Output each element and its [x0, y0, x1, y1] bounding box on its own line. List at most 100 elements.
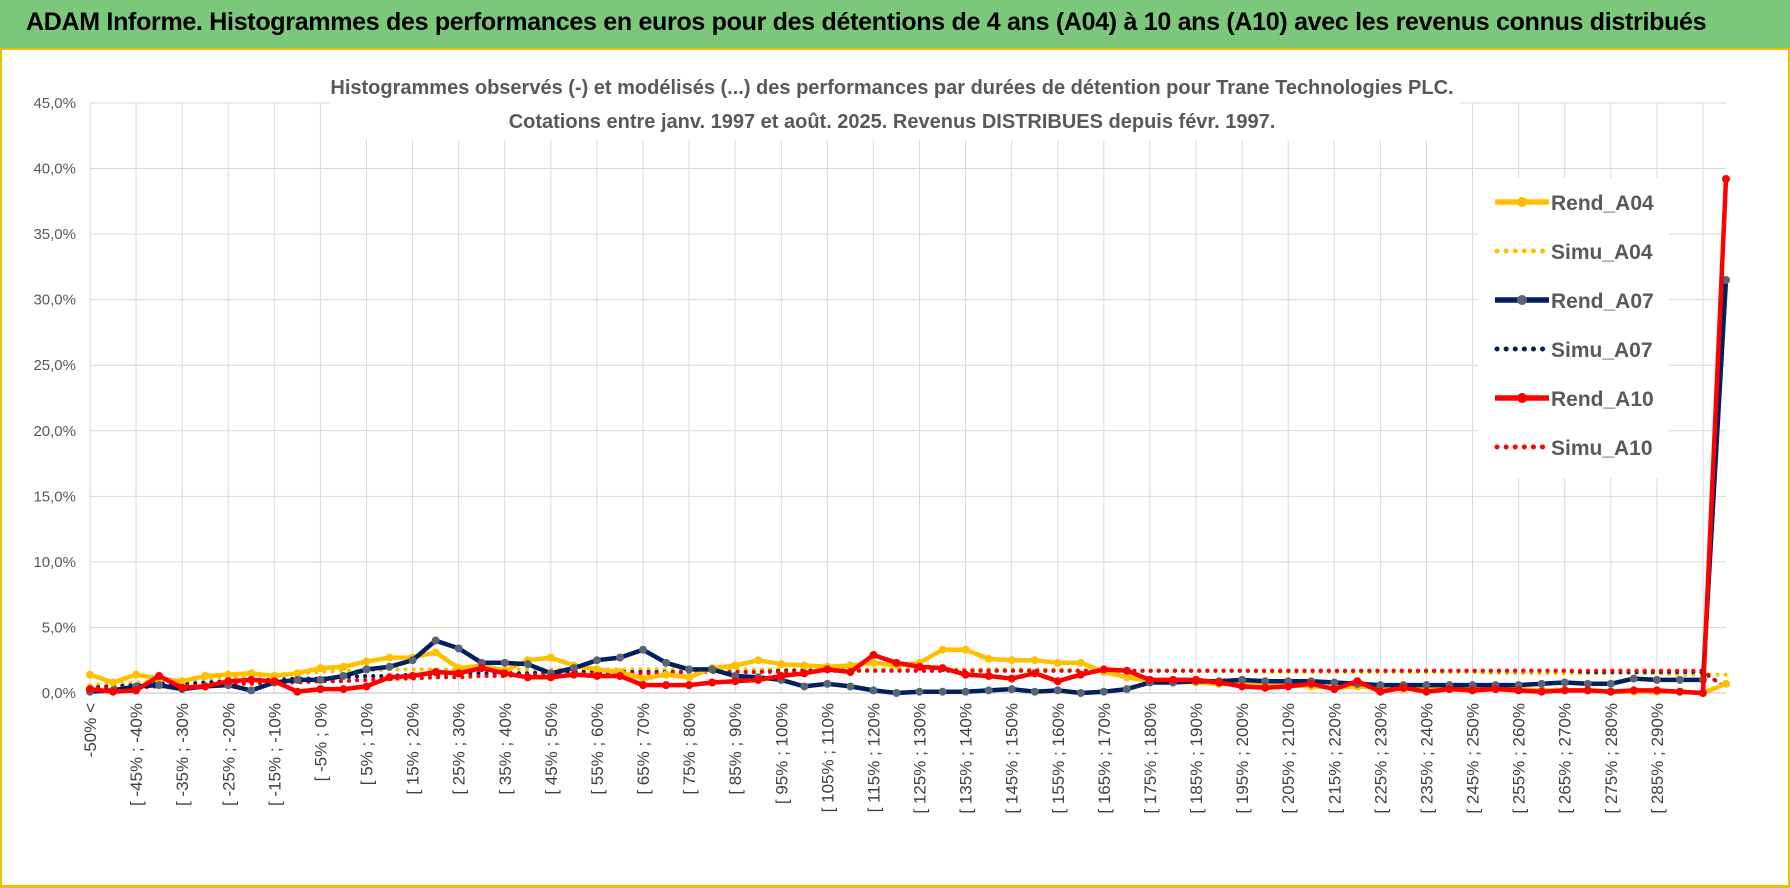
- data-point: [639, 681, 648, 690]
- data-point: [1422, 687, 1431, 696]
- data-point: [731, 661, 740, 670]
- data-point: [247, 669, 256, 678]
- data-point: [1076, 670, 1085, 679]
- data-point: [1030, 687, 1039, 696]
- data-point: [800, 661, 809, 670]
- data-point: [201, 671, 210, 680]
- data-point: [1238, 675, 1247, 684]
- data-point: [1698, 689, 1707, 697]
- data-point: [1122, 666, 1131, 675]
- data-point: [1076, 658, 1085, 667]
- data-point: [1330, 685, 1339, 694]
- y-tick-label: 35,0%: [33, 226, 76, 243]
- x-tick-label: [ 145% ; 150%: [1003, 703, 1022, 814]
- data-point: [777, 660, 786, 669]
- data-point: [362, 682, 371, 691]
- x-tick-label: [ 285% ; 290%: [1648, 703, 1667, 814]
- x-tick-label: [ 75% ; 80%: [680, 703, 699, 795]
- data-point: [592, 665, 601, 674]
- chart-frame: [0, 50, 1790, 888]
- data-point: [247, 675, 256, 684]
- data-point: [385, 653, 394, 662]
- series-rend-a10: [86, 175, 1730, 697]
- data-point: [500, 658, 509, 667]
- legend-item: Rend_A10: [1495, 388, 1654, 411]
- data-point: [1284, 682, 1293, 691]
- data-point: [1307, 679, 1316, 688]
- data-point: [385, 662, 394, 671]
- data-point: [339, 662, 348, 671]
- x-tick-label: [ 215% ; 220%: [1325, 703, 1344, 814]
- x-tick-label: [ 15% ; 20%: [404, 703, 423, 795]
- data-point: [1007, 656, 1016, 665]
- legend-item: Rend_A04: [1495, 192, 1654, 215]
- data-point: [1215, 678, 1224, 687]
- data-point: [523, 660, 532, 669]
- data-point: [385, 673, 394, 682]
- x-tick-label: [ 165% ; 170%: [1095, 703, 1114, 814]
- data-point: [984, 686, 993, 695]
- data-point: [846, 668, 855, 677]
- x-tick-label: [ -45% ; -40%: [127, 703, 146, 806]
- y-tick-label: 0,0%: [42, 685, 76, 702]
- legend-item: Rend_A07: [1495, 290, 1654, 313]
- data-point: [1560, 686, 1569, 695]
- y-tick-label: 20,0%: [33, 423, 76, 440]
- data-point: [1076, 689, 1085, 697]
- y-tick-label: 40,0%: [33, 161, 76, 178]
- data-point: [1053, 658, 1062, 667]
- data-point: [662, 658, 671, 667]
- data-point: [1606, 679, 1615, 688]
- data-point: [1353, 677, 1362, 686]
- x-tick-label: [ 115% ; 120%: [864, 703, 883, 812]
- data-point: [1560, 678, 1569, 687]
- data-point: [431, 648, 440, 657]
- series-lines: [86, 175, 1730, 697]
- data-point: [1007, 685, 1016, 694]
- data-point: [224, 670, 233, 679]
- data-point: [1053, 686, 1062, 695]
- data-point: [1122, 673, 1131, 682]
- legend-item: Simu_A10: [1494, 437, 1653, 460]
- data-point: [155, 671, 164, 680]
- x-tick-label: [ 125% ; 130%: [911, 703, 930, 814]
- data-point: [408, 656, 417, 665]
- chart-title-background: [330, 68, 1460, 140]
- data-point: [938, 645, 947, 654]
- data-point: [1007, 674, 1016, 683]
- x-tick-label: [ 135% ; 140%: [957, 703, 976, 814]
- data-point: [1030, 669, 1039, 678]
- data-point: [339, 685, 348, 694]
- data-point: [1261, 677, 1270, 686]
- x-tick-label: -50% <: [81, 703, 100, 757]
- data-point: [754, 656, 763, 665]
- data-point: [754, 675, 763, 684]
- data-point: [1629, 686, 1638, 695]
- data-point: [1652, 686, 1661, 695]
- data-point: [1445, 685, 1454, 694]
- data-point: [915, 687, 924, 696]
- x-tick-label: [ 195% ; 200%: [1233, 703, 1252, 814]
- data-point: [1122, 685, 1131, 694]
- data-point: [615, 653, 624, 662]
- legend-label: Simu_A04: [1551, 241, 1653, 264]
- data-point: [1376, 687, 1385, 696]
- data-point: [362, 657, 371, 666]
- data-point: [800, 682, 809, 691]
- y-tick-label: 30,0%: [33, 292, 76, 309]
- x-tick-label: [ -15% ; -10%: [265, 703, 284, 806]
- title-banner: ADAM Informe. Histogrammes des performan…: [0, 0, 1790, 50]
- y-tick-label: 5,0%: [42, 619, 76, 636]
- data-point: [1722, 679, 1730, 688]
- legend-label: Rend_A10: [1551, 388, 1654, 411]
- x-tick-label: [ -25% ; -20%: [219, 703, 238, 806]
- data-point: [662, 670, 671, 679]
- data-point: [1606, 687, 1615, 696]
- legend-marker: [1517, 295, 1527, 305]
- data-point: [201, 682, 210, 691]
- data-point: [777, 671, 786, 680]
- data-point: [477, 664, 486, 673]
- data-point: [1629, 674, 1638, 683]
- data-point: [592, 671, 601, 680]
